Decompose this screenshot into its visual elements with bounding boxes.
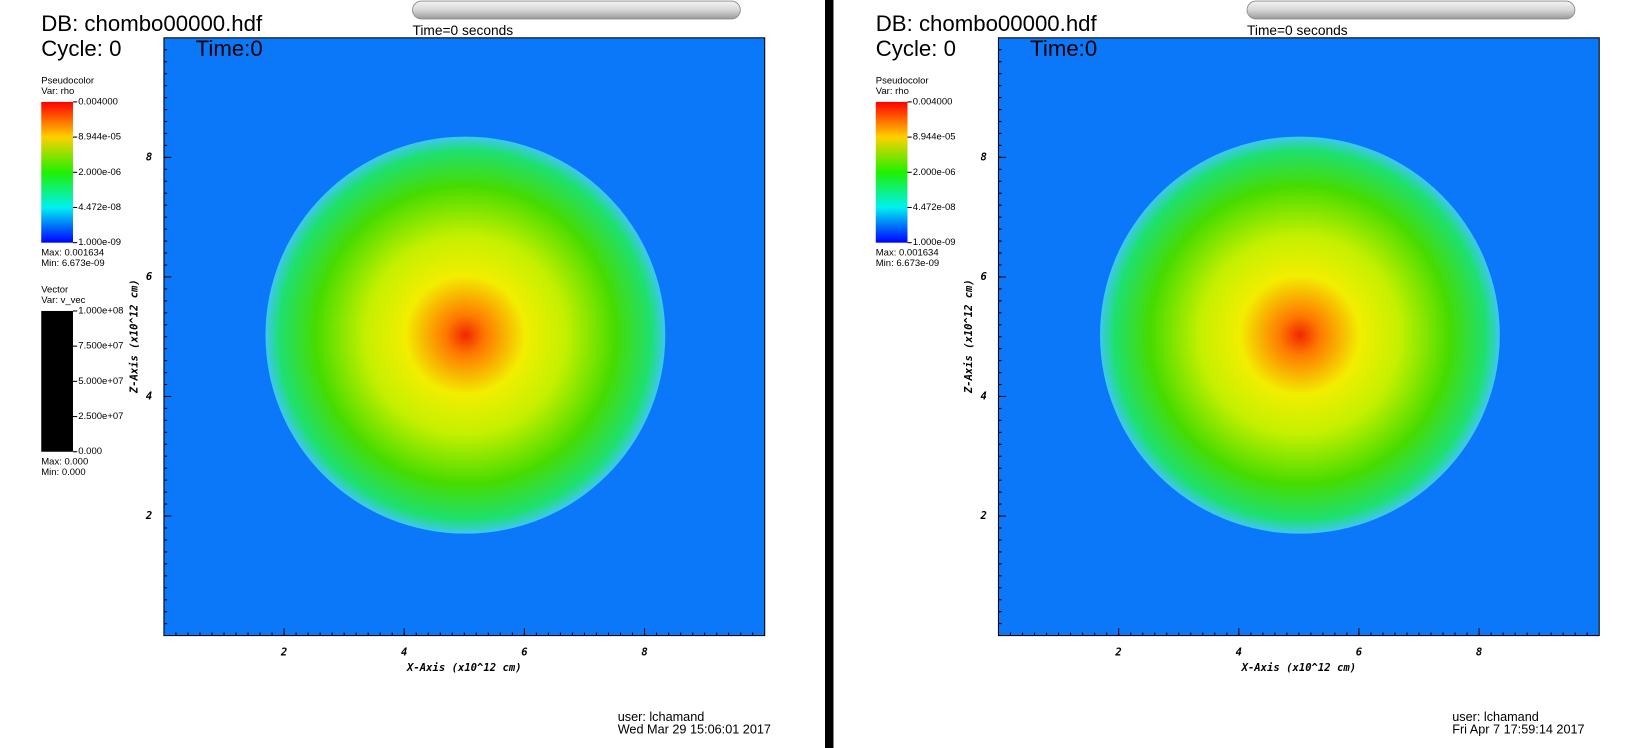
legend-title: Pseudocolor xyxy=(876,75,929,86)
user: user: lchamand xyxy=(618,710,705,724)
time: Time:0 xyxy=(1030,36,1097,61)
slider-label: Time=0 seconds xyxy=(413,23,514,38)
legend-min: Min: 6.673e-09 xyxy=(41,258,104,269)
legend-var: Var: rho xyxy=(41,86,74,97)
time-slider xyxy=(412,0,741,20)
db-name: DB: chombo00000.hdf xyxy=(41,11,263,36)
legend-label: 0.000 xyxy=(78,446,102,457)
legend-label: 2.000e-06 xyxy=(913,167,956,178)
x-tick-label: 2 xyxy=(280,646,287,658)
legend-min: Min: 0.000 xyxy=(41,467,85,478)
legend-label: 8.944e-05 xyxy=(78,132,121,143)
y-axis-label: Z-Axis (x10^12 cm) xyxy=(128,279,140,394)
panel: Time=0 seconds DB: chombo00000.hdfCycle: … xyxy=(875,0,1600,737)
y-tick-label: 8 xyxy=(980,151,986,163)
cycle: Cycle: 0 xyxy=(41,36,121,61)
x-tick-label: 8 xyxy=(641,646,647,658)
y-tick-label: 2 xyxy=(145,510,152,522)
y-tick-label: 4 xyxy=(980,391,986,403)
time-slider xyxy=(1246,0,1576,20)
time: Time:0 xyxy=(196,36,263,61)
legend-min: Min: 6.673e-09 xyxy=(876,258,939,269)
y-tick-label: 4 xyxy=(146,391,152,403)
density-field xyxy=(1100,136,1500,534)
user: user: lchamand xyxy=(1452,710,1539,724)
y-tick-label: 6 xyxy=(980,271,987,283)
legend-label: 4.472e-08 xyxy=(913,202,956,213)
legend-var: Var: rho xyxy=(876,86,909,97)
legend-label: 8.944e-05 xyxy=(913,132,956,143)
color-bar xyxy=(875,101,908,243)
x-tick-label: 6 xyxy=(1356,646,1363,658)
x-axis-label: X-Axis (x10^12 cm) xyxy=(1241,662,1357,674)
y-axis-label: Z-Axis (x10^12 cm) xyxy=(963,279,975,394)
legend-label: 1.000e-09 xyxy=(913,237,956,248)
x-tick-label: 8 xyxy=(1476,646,1482,658)
separator xyxy=(825,0,834,748)
y-tick-label: 2 xyxy=(979,510,986,522)
density-field xyxy=(265,136,666,534)
x-axis-label: X-Axis (x10^12 cm) xyxy=(406,662,522,674)
date: Fri Apr 7 17:59:14 2017 xyxy=(1452,723,1584,737)
x-tick-label: 4 xyxy=(1236,646,1242,658)
legend-label: 7.500e+07 xyxy=(78,341,123,352)
color-bar xyxy=(41,101,73,243)
color-bar xyxy=(41,310,73,452)
legend-label: 2.500e+07 xyxy=(78,411,123,422)
legend-max: Max: 0.000 xyxy=(41,457,88,468)
y-tick-label: 6 xyxy=(146,271,153,283)
legend-label: 0.004000 xyxy=(78,96,118,107)
slider-label: Time=0 seconds xyxy=(1247,23,1348,38)
legend-label: 4.472e-08 xyxy=(78,202,121,213)
legend-label: 1.000e+08 xyxy=(78,305,123,316)
legend-label: 1.000e-09 xyxy=(78,237,121,248)
legend-label: 5.000e+07 xyxy=(78,376,123,387)
date: Wed Mar 29 15:06:01 2017 xyxy=(618,723,771,737)
legend-label: 0.004000 xyxy=(913,96,953,107)
y-tick-label: 8 xyxy=(146,151,152,163)
legend-label: 2.000e-06 xyxy=(78,167,121,178)
x-tick-label: 2 xyxy=(1114,646,1121,658)
x-tick-label: 4 xyxy=(401,646,407,658)
legend-title: Vector xyxy=(41,284,68,295)
panel: Time=0 seconds DB: chombo00000.hdfCycle: … xyxy=(41,0,771,737)
legend-title: Pseudocolor xyxy=(41,75,94,86)
cycle: Cycle: 0 xyxy=(876,36,956,61)
legend-max: Max: 0.001634 xyxy=(876,248,939,259)
legend-var: Var: v_vec xyxy=(41,295,85,306)
x-tick-label: 6 xyxy=(521,646,528,658)
legend-max: Max: 0.001634 xyxy=(41,248,104,259)
db-name: DB: chombo00000.hdf xyxy=(876,11,1098,36)
